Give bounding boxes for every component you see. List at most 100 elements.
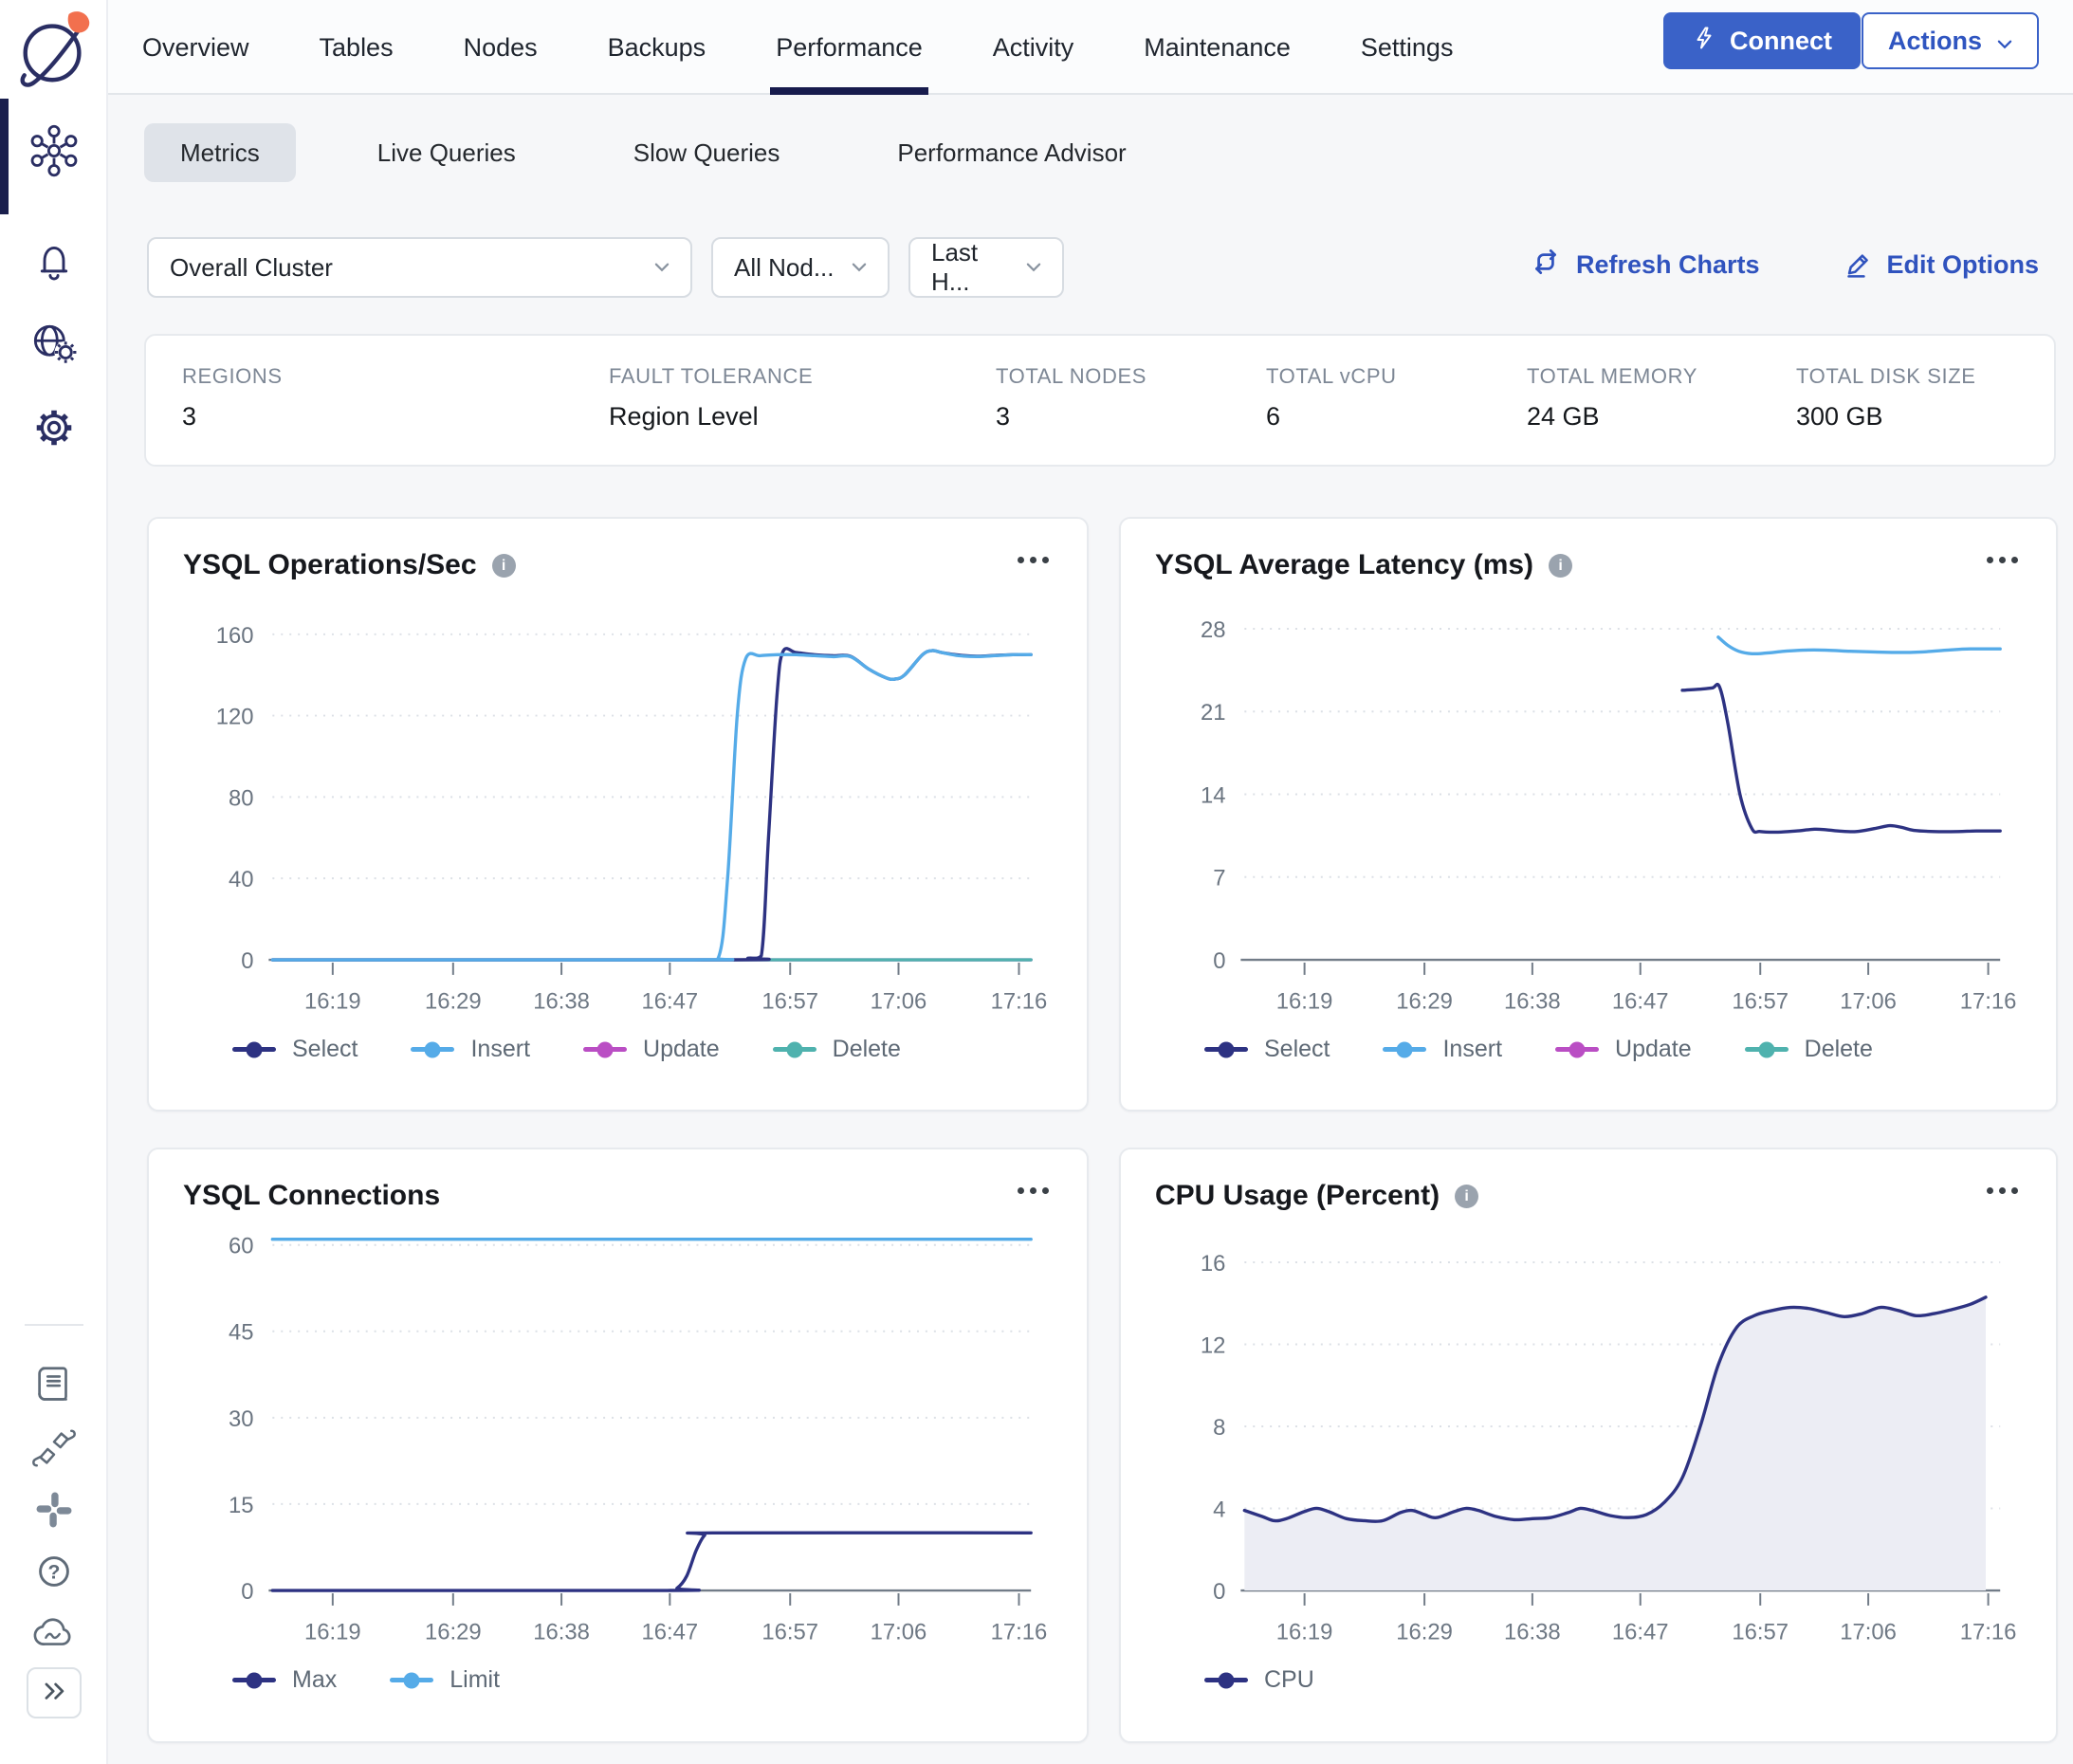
bell-icon [27, 233, 82, 291]
sidebar-collapse-button[interactable] [27, 1667, 82, 1718]
chart-canvas-ysql-connections: 01530456016:1916:2916:3816:4716:5717:061… [149, 1149, 1087, 1741]
performance-content: Metrics Live Queries Slow Queries Perfor… [108, 95, 2073, 1764]
yugabyte-logo-icon[interactable] [13, 8, 95, 91]
app-window: ? Overview Tables [0, 0, 2073, 1764]
legend-update[interactable]: Update [1555, 1036, 1692, 1063]
svg-text:45: 45 [229, 1320, 254, 1346]
tab-backups[interactable]: Backups [608, 0, 706, 95]
legend-marker [232, 1047, 276, 1052]
refresh-charts-button[interactable]: Refresh Charts [1529, 245, 1760, 285]
sidebar-item-clusters[interactable] [24, 121, 84, 182]
sidebar-item-integrations[interactable] [29, 1424, 79, 1474]
time-range-select[interactable]: Last H... [908, 237, 1064, 298]
tab-settings[interactable]: Settings [1361, 0, 1454, 95]
legend-select[interactable]: Select [232, 1036, 358, 1063]
subtab-live-queries[interactable]: Live Queries [341, 123, 552, 182]
svg-text:21: 21 [1201, 700, 1226, 726]
legend-max[interactable]: Max [232, 1666, 337, 1694]
sidebar-item-cloud-status[interactable] [29, 1609, 79, 1659]
plug-icon [30, 1424, 78, 1475]
sidebar-divider [25, 1324, 83, 1326]
chart-canvas-ysql-operations: 0408012016016:1916:2916:3816:4716:5717:0… [149, 519, 1087, 1110]
legend-delete[interactable]: Delete [773, 1036, 901, 1063]
legend-delete[interactable]: Delete [1745, 1036, 1873, 1063]
tab-maintenance[interactable]: Maintenance [1144, 0, 1291, 95]
svg-text:16:38: 16:38 [1504, 1620, 1561, 1645]
connect-button[interactable]: Connect [1663, 12, 1861, 69]
chart-panel-ysql-latency: 0714212816:1916:2916:3816:4716:5717:0617… [1119, 517, 2058, 1112]
legend-limit[interactable]: Limit [390, 1666, 500, 1694]
svg-text:120: 120 [216, 705, 254, 730]
subtab-metrics[interactable]: Metrics [144, 123, 296, 182]
svg-text:16: 16 [1201, 1251, 1226, 1277]
tabs: Overview Tables Nodes Backups Performanc… [142, 0, 1523, 95]
chart-menu-button[interactable] [1987, 1187, 2018, 1194]
book-icon [30, 1363, 78, 1413]
svg-text:16:38: 16:38 [1504, 989, 1561, 1015]
sidebar-item-slack[interactable] [29, 1486, 79, 1535]
info-icon[interactable]: i [1455, 1185, 1478, 1208]
info-icon[interactable]: i [492, 554, 516, 578]
legend-marker [1204, 1678, 1248, 1682]
cluster-summary-bar: REGIONS3 FAULT TOLERANCERegion Level TOT… [144, 334, 2056, 467]
svg-text:17:16: 17:16 [1960, 1620, 2017, 1645]
legend-cpu[interactable]: CPU [1204, 1666, 1314, 1694]
legend-select[interactable]: Select [1204, 1036, 1330, 1063]
legend-marker [1555, 1047, 1599, 1052]
svg-text:16:29: 16:29 [1396, 989, 1453, 1015]
chart-menu-button[interactable] [1987, 557, 2018, 563]
chart-menu-button[interactable] [1018, 1187, 1049, 1194]
cloud-icon [30, 1609, 78, 1660]
globe-gear-icon [26, 316, 83, 376]
nodes-filter-select[interactable]: All Nod... [711, 237, 890, 298]
nodes-filter-value: All Nod... [734, 253, 835, 283]
svg-text:16:47: 16:47 [642, 1620, 699, 1645]
refresh-icon [1529, 245, 1563, 285]
svg-text:16:57: 16:57 [761, 1620, 818, 1645]
legend-marker [232, 1678, 276, 1682]
cluster-tab-bar: Overview Tables Nodes Backups Performanc… [108, 0, 2073, 95]
chevron-down-icon [852, 263, 867, 272]
legend-update[interactable]: Update [583, 1036, 720, 1063]
legend-marker [390, 1678, 433, 1682]
chart-panel-ysql-connections: 01530456016:1916:2916:3816:4716:5717:061… [147, 1148, 1089, 1743]
legend-insert[interactable]: Insert [411, 1036, 530, 1063]
tab-tables[interactable]: Tables [320, 0, 394, 95]
sidebar-item-settings[interactable] [24, 398, 84, 459]
info-icon[interactable]: i [1549, 554, 1572, 578]
svg-text:0: 0 [1213, 1579, 1225, 1605]
help-icon: ? [30, 1548, 78, 1598]
legend-insert[interactable]: Insert [1383, 1036, 1502, 1063]
edit-options-label: Edit Options [1887, 250, 2039, 280]
legend-marker [1745, 1047, 1789, 1052]
sidebar-item-alerts[interactable] [24, 231, 84, 292]
main-area: Overview Tables Nodes Backups Performanc… [108, 0, 2073, 1764]
actions-button[interactable]: Actions [1862, 12, 2039, 69]
chart-legend: Select Insert Update Delete [232, 1036, 901, 1063]
chart-menu-button[interactable] [1018, 557, 1049, 563]
edit-options-button[interactable]: Edit Options [1840, 245, 2039, 285]
connect-label: Connect [1730, 27, 1832, 56]
svg-text:17:16: 17:16 [991, 1620, 1048, 1645]
svg-text:17:06: 17:06 [871, 989, 927, 1015]
chart-title: YSQL Operations/Sec [183, 549, 477, 581]
sidebar-item-help[interactable]: ? [29, 1548, 79, 1597]
tab-performance[interactable]: Performance [776, 0, 923, 95]
svg-text:40: 40 [229, 867, 254, 892]
chevron-down-icon [654, 263, 670, 272]
sidebar-item-docs[interactable] [29, 1363, 79, 1412]
sidebar-item-network[interactable] [24, 315, 84, 376]
cluster-hub-icon [26, 122, 83, 182]
tab-overview[interactable]: Overview [142, 0, 249, 95]
svg-text:16:19: 16:19 [1276, 989, 1333, 1015]
subtab-slow-queries[interactable]: Slow Queries [597, 123, 816, 182]
cluster-scope-select[interactable]: Overall Cluster [147, 237, 692, 298]
legend-marker [1204, 1047, 1248, 1052]
chart-panel-ysql-operations: 0408012016016:1916:2916:3816:4716:5717:0… [147, 517, 1089, 1112]
subtab-performance-advisor[interactable]: Performance Advisor [861, 123, 1162, 182]
svg-text:4: 4 [1213, 1497, 1225, 1522]
tab-activity[interactable]: Activity [993, 0, 1074, 95]
tab-nodes[interactable]: Nodes [464, 0, 538, 95]
svg-text:80: 80 [229, 785, 254, 811]
svg-text:16:47: 16:47 [1612, 1620, 1669, 1645]
